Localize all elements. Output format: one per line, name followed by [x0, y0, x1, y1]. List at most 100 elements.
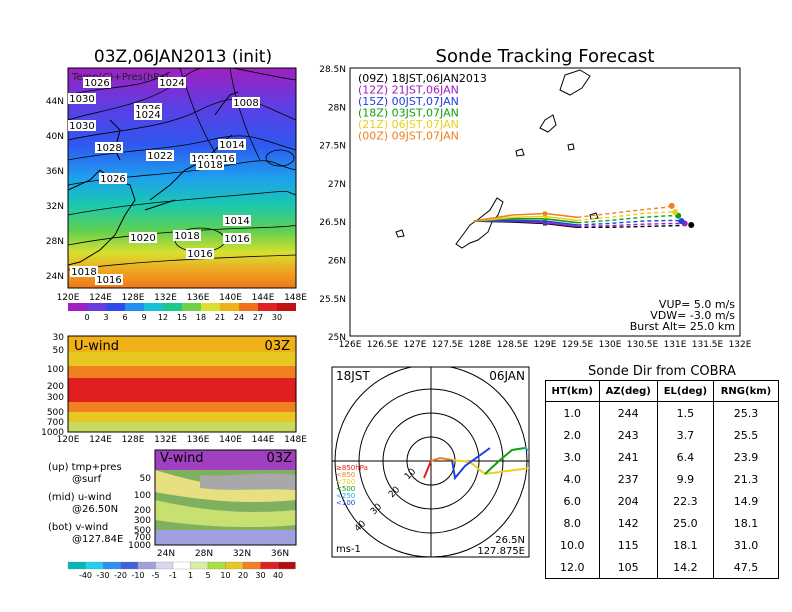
pressure-label-bg [146, 150, 174, 161]
wind-colorbar-tick: 20 [238, 571, 248, 580]
table-cell: 14.2 [656, 556, 714, 579]
table-cell: 23.9 [712, 446, 780, 468]
track-line-dashed [577, 219, 682, 226]
forecast-legend-entry: (09Z) 18JST,06JAN2013 [358, 72, 487, 85]
uwind-x-label: 148E [284, 435, 307, 445]
hodo-yellow [451, 459, 529, 476]
uwind-y-label: 700 [47, 418, 64, 428]
pressure-label: 1014 [219, 140, 244, 151]
note-bot-line1: (bot) v-wind [48, 522, 108, 533]
forecast-legend-entry: (21Z) 06JST,07JAN [358, 118, 459, 131]
col-ht: HT(km) [545, 380, 600, 402]
table-cell: 1.5 [656, 401, 714, 424]
table-row: 4.0 237 9.9 21.3 [545, 468, 780, 490]
table-cell: 18.1 [712, 512, 780, 534]
polar-left-label: 18JST [336, 369, 370, 383]
track-marker [543, 216, 547, 221]
wind-colorbar-tick: -40 [79, 571, 92, 580]
pressure-level-entry: <500 [336, 485, 355, 493]
uwind-y-label: 200 [47, 382, 64, 392]
vwind-x-labels: 24N 28N 32N 36N [157, 549, 289, 559]
vwind-x-label: 32N [233, 549, 251, 559]
map-lat-labels: 44N 40N 36N 32N 28N 24N [46, 97, 64, 282]
uwind-x-label: 128E [122, 435, 145, 445]
burst-point [688, 221, 695, 228]
colorbar-cell [220, 303, 239, 311]
table-cell: 204 [598, 490, 658, 512]
pressure-label: 1018 [71, 267, 96, 278]
uwind-x-label: 124E [89, 435, 112, 445]
track-line-solid [473, 215, 578, 222]
polar-lon: 127.875E [477, 546, 525, 557]
lon-label: 120E [57, 293, 80, 303]
sonde-direction-table: HT(km) AZ(deg) EL(deg) RNG(km) 1.0 244 1.5… [545, 380, 780, 579]
table-row: 6.0 204 22.3 14.9 [545, 490, 780, 512]
note-mid-line1: (mid) u-wind [48, 492, 111, 503]
track-lon-label: 127E [404, 340, 427, 350]
wind-colorbar-cell [120, 561, 139, 570]
polar-unit: ms-1 [336, 544, 361, 555]
track-lon-label: 130.5E [627, 340, 659, 350]
table-cell: 115 [598, 534, 658, 556]
pressure-label: 1030 [69, 94, 94, 105]
pressure-level-entry: <700 [336, 478, 355, 486]
pressure-label-bg [223, 215, 251, 226]
table-cell: 244 [598, 401, 658, 424]
wind-colorbar-cell [190, 561, 209, 570]
wind-colorbar-tick: -30 [96, 571, 109, 580]
note-up-line1: (up) tmp+pres [48, 462, 122, 473]
uwind-y-label: 30 [53, 333, 65, 343]
wind-colorbar-cell [67, 561, 86, 570]
pressure-level-entry: <250 [336, 492, 355, 500]
table-cell: 3.0 [545, 446, 600, 468]
note-bot-line2: @127.84E [72, 534, 123, 545]
lon-label: 148E [284, 293, 307, 303]
colorbar-cell [277, 303, 296, 311]
forecast-legend-entry: (15Z) 00JST,07JAN [358, 95, 459, 108]
table-cell: 105 [598, 556, 658, 579]
right-title: Sonde Tracking Forecast [436, 46, 655, 67]
wind-colorbar-cell [172, 561, 191, 570]
lat-label: 24N [46, 272, 64, 282]
colorbar-cell [163, 303, 182, 311]
colorbar-cell [239, 303, 258, 311]
uwind-time: 03Z [265, 339, 291, 354]
uwind-x-labels: 120E 124E 128E 132E 136E 140E 144E 148E [57, 435, 308, 445]
wind-colorbar: -40 -30 -20 -10 -5 -1 1 5 10 20 30 40 [67, 561, 296, 580]
uwind-label: U-wind [74, 339, 119, 354]
colorbar-tick: 24 [234, 313, 244, 322]
temperature-colorbar: 0 3 6 9 12 15 18 21 24 27 30 [68, 303, 296, 322]
wind-colorbar-cell [242, 561, 261, 570]
pressure-label: 1022 [147, 151, 172, 162]
track-lon-label: 131.5E [692, 340, 724, 350]
pressure-label: 1026 [100, 174, 125, 185]
pressure-label: 1016 [224, 234, 249, 245]
map-inner-label: Temp(C)+Pres(hPa) [71, 72, 169, 83]
wind-colorbar-cell [85, 561, 104, 570]
colorbar-cell [182, 303, 201, 311]
vwind-y-label: 1000 [128, 541, 151, 551]
wind-colorbar-tick: 40 [273, 571, 283, 580]
uwind-x-label: 136E [187, 435, 210, 445]
track-lat-labels: 28.5N 28N 27.5N 27N 26.5N 26N 25.5N 25N [319, 65, 346, 343]
vwind-y-label: 500 [134, 526, 151, 536]
wind-colorbar-tick: 1 [188, 571, 193, 580]
uwind-x-label: 140E [219, 435, 242, 445]
track-lon-label: 130E [599, 340, 622, 350]
forecast-legend-entry: (12Z) 21JST,06JAN [358, 84, 459, 97]
vwind-time: 03Z [267, 451, 293, 466]
track-lon-label: 129E [534, 340, 557, 350]
wind-colorbar-cell [137, 561, 156, 570]
note-mid-line2: @26.50N [72, 504, 118, 515]
table-cell: 4.0 [545, 468, 600, 490]
colorbar-tick: 15 [177, 313, 187, 322]
vwind-x-label: 28N [195, 549, 213, 559]
track-lat-label: 25.5N [319, 295, 346, 305]
hodo-blue [451, 447, 491, 481]
pressure-level-entry: <100 [336, 499, 355, 507]
track-lat-label: 28.5N [319, 65, 346, 75]
track-lon-label: 128E [469, 340, 492, 350]
burst-point [672, 208, 678, 215]
